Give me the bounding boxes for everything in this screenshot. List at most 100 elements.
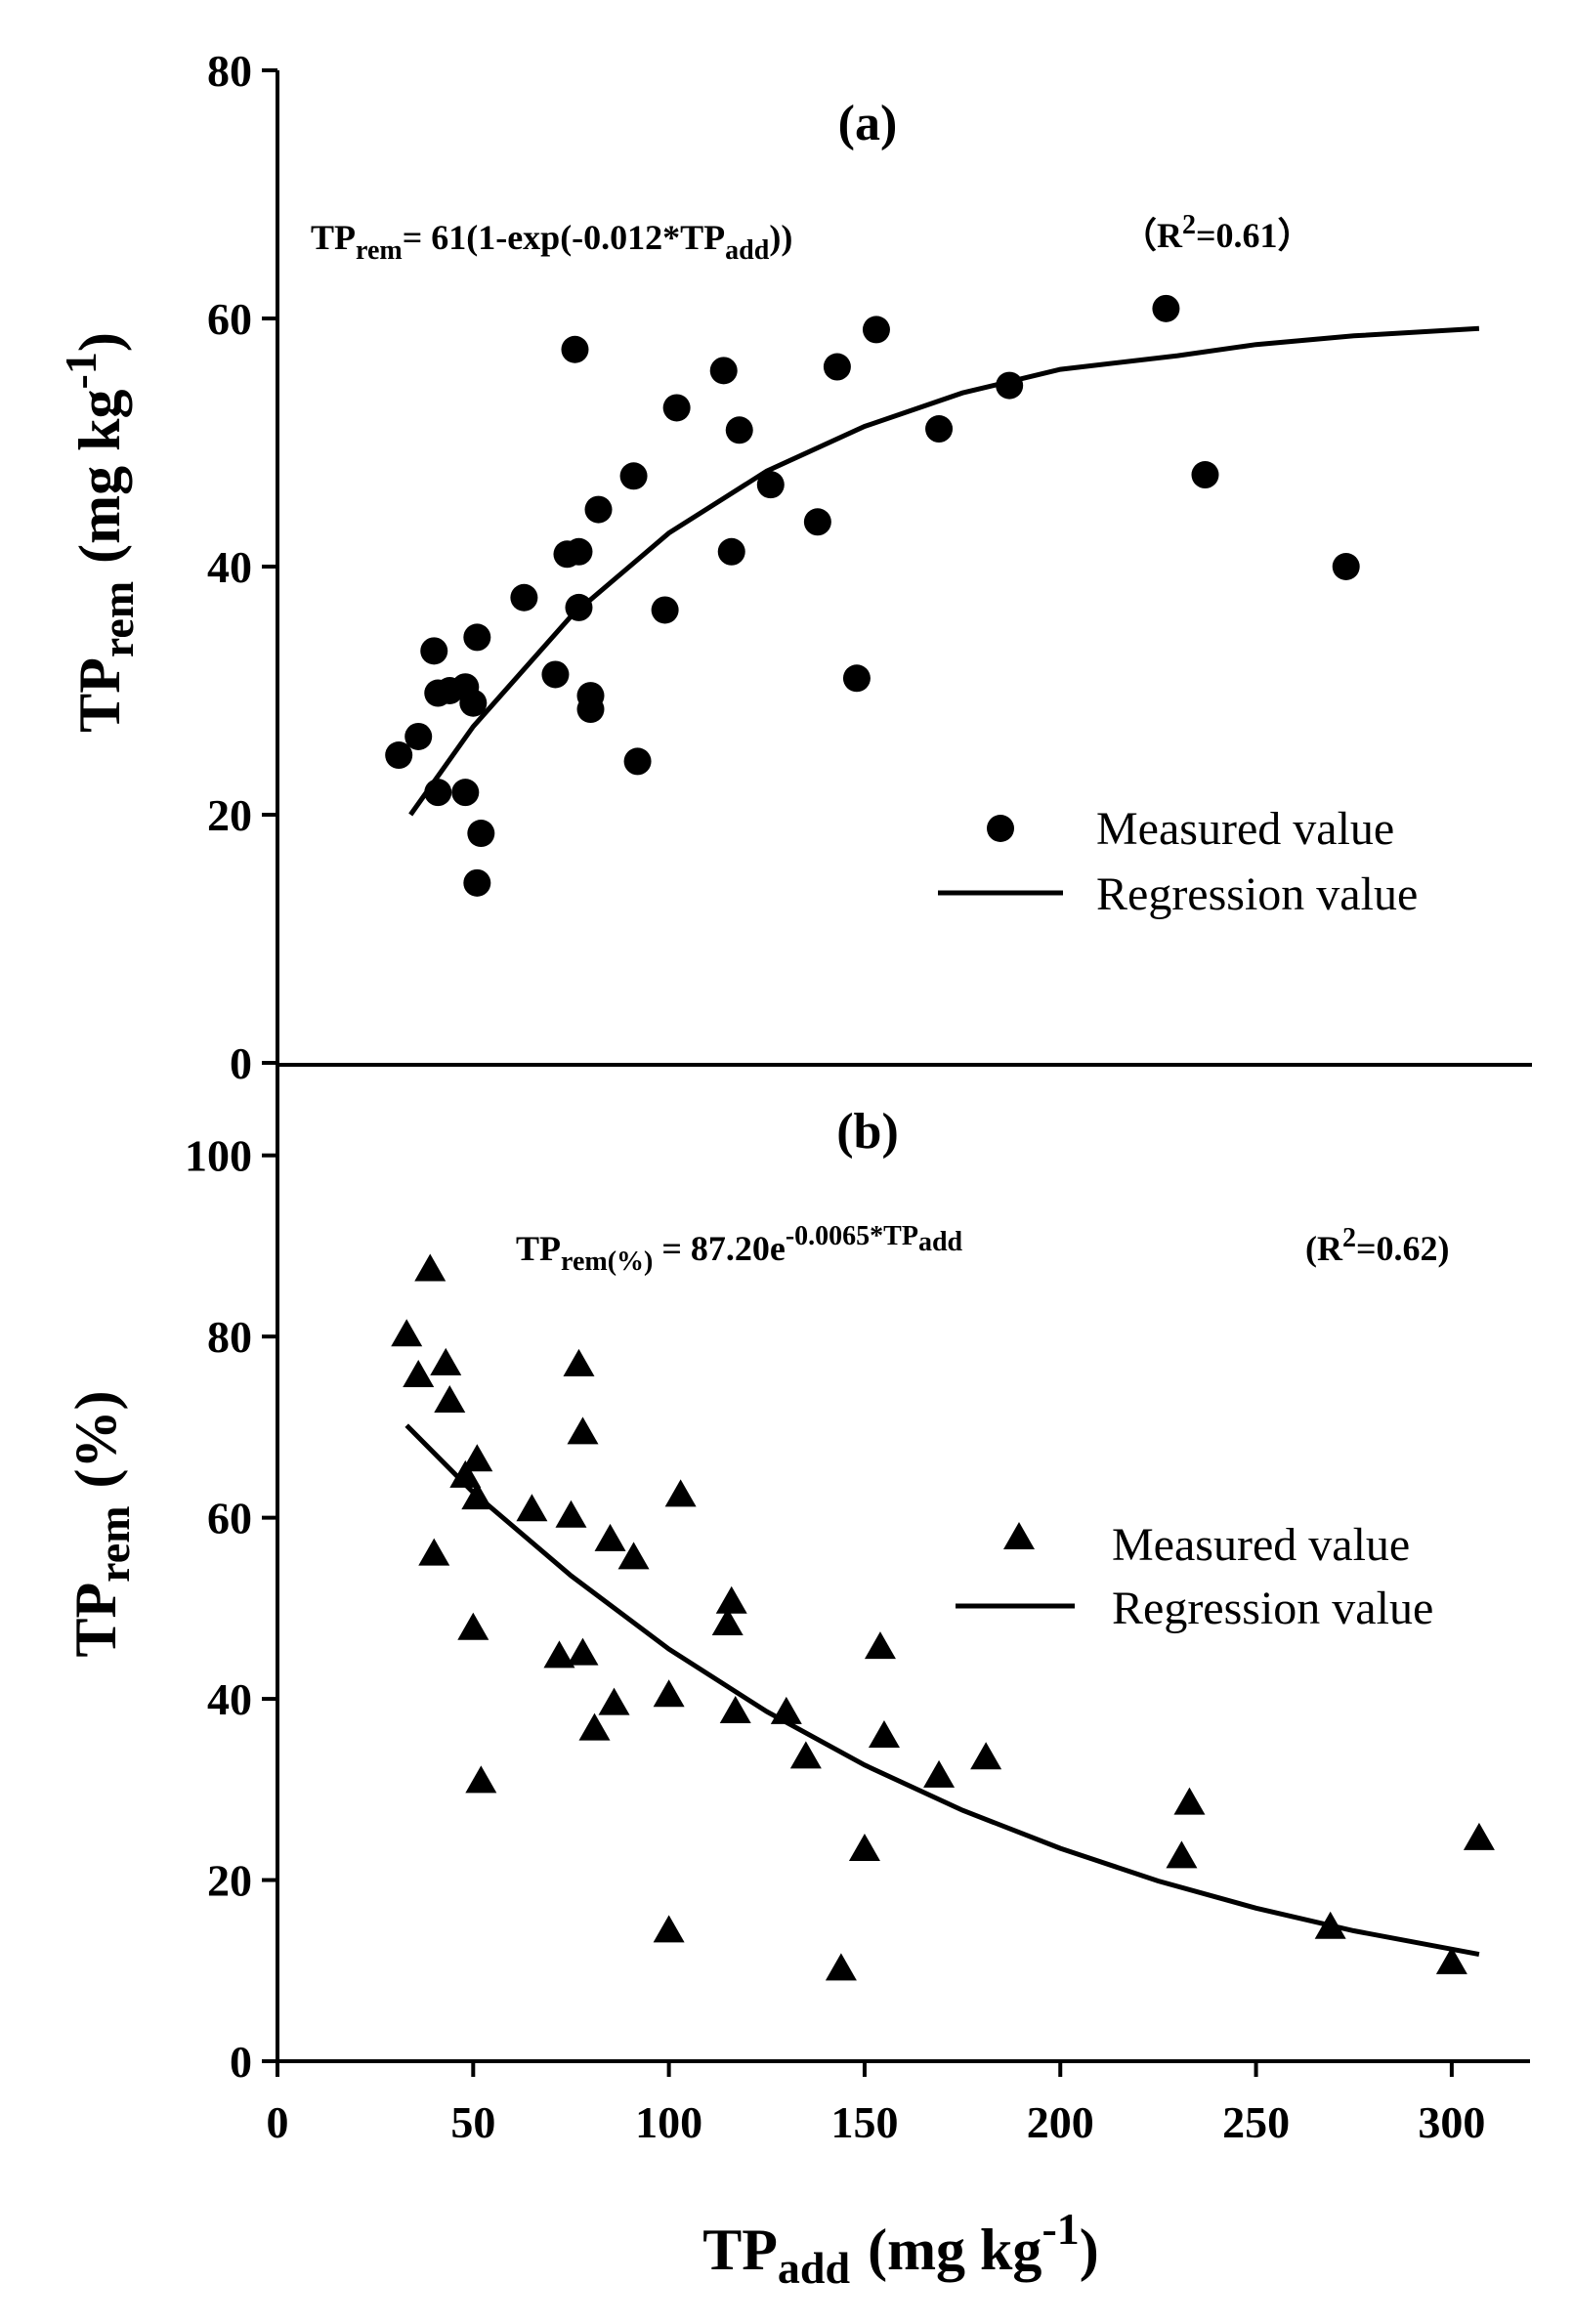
panel-b-measured-point <box>711 1608 744 1636</box>
panel-b-x-tick-label: 0 <box>267 2097 289 2147</box>
panel-b-y-label-unit: (%) <box>64 1391 128 1489</box>
panel-b-y-tick-label: 60 <box>207 1494 252 1543</box>
panel-a-measured-point <box>823 353 851 381</box>
panel-a-measured-point <box>1332 553 1360 580</box>
panel-a-measured-point <box>463 623 491 652</box>
panel-b-r2: (R2=0.62) <box>1305 1223 1450 1268</box>
panel-a-measured-point <box>1152 294 1180 322</box>
panel-a-measured-point <box>651 596 679 624</box>
panel-b-measured-point <box>825 1953 857 1981</box>
panel-a-y-label-main: TP <box>67 657 132 733</box>
panel-a-measured-point <box>725 416 753 444</box>
panel-a-measured-point <box>576 696 605 724</box>
panel-b-measured-point <box>563 1348 595 1376</box>
panel-b-measured-point <box>653 1679 685 1708</box>
panel-a-measured-point <box>463 868 491 897</box>
panel-a-measured-point <box>584 495 613 524</box>
panel-b-measured-point <box>465 1765 497 1794</box>
panel-b-y-tick-label: 20 <box>207 1856 252 1906</box>
panel-b-y-label-main: TP <box>64 1583 128 1658</box>
panel-a-eq-add-sub: add <box>725 235 770 266</box>
panel-a-legend-measured: Measured value <box>1096 803 1394 855</box>
panel-b-measured-point <box>970 1742 1002 1770</box>
panel-a-y-label: TPrem (mg kg-1) <box>56 332 143 733</box>
panel-b-measured-point <box>543 1640 575 1669</box>
panel-a-y-label-unit-sup: -1 <box>56 352 106 389</box>
panel-b-x-label-unit-close: ) <box>1080 2218 1099 2282</box>
panel-b-y-label: TPrem (%) <box>64 1391 139 1658</box>
panel-b-measured-point <box>719 1696 751 1723</box>
panel-b-measured-point <box>403 1359 435 1387</box>
panel-b-measured-point <box>1463 1822 1495 1850</box>
panel-a-r2: （R2=0.61） <box>1122 210 1313 255</box>
panel-a-r2-sup: 2 <box>1182 210 1196 240</box>
panel-b-measured-point <box>555 1500 587 1528</box>
panel-b-x-tick-label: 200 <box>1027 2097 1094 2147</box>
panel-a-measured-point <box>662 394 691 422</box>
panel-a-measured-point <box>803 508 831 536</box>
panel-b-legend-measured: Measured value <box>1112 1519 1410 1571</box>
panel-a-measured-point <box>467 820 495 848</box>
panel-b-measured-point <box>594 1523 626 1551</box>
panel-a-eq-body: = 61(1-exp(-0.012*TP <box>403 218 725 257</box>
panel-a-measured-point <box>404 722 433 750</box>
panel-b-measured-point <box>789 1741 822 1769</box>
panel-b-y-tick-label: 40 <box>207 1674 252 1724</box>
panel-b-measured-point <box>516 1494 548 1522</box>
panel-b-equation: TPrem(%) = 87.20e-0.0065*TPadd <box>516 1221 963 1277</box>
panel-a-label: (a) <box>838 96 898 151</box>
panel-a-measured-point <box>420 637 448 665</box>
panel-b-measured-point <box>664 1479 697 1507</box>
panel-b-y-label-sub: rem <box>89 1505 139 1582</box>
panel-b-measured-point <box>449 1459 482 1488</box>
panel-b-measured-point <box>430 1347 462 1375</box>
panel-b-x-tick-label: 50 <box>450 2097 495 2147</box>
panel-b-x-tick-label: 150 <box>830 2097 898 2147</box>
panel-b-measured-point <box>848 1833 880 1861</box>
panel-b-measured-point <box>567 1637 599 1666</box>
panel-a-y-label-unit: (mg kg <box>67 389 132 563</box>
panel-a-measured-point <box>862 316 890 344</box>
panel-b-measured-point <box>567 1416 599 1445</box>
panel-b-x-label-unit-sup: -1 <box>1042 2204 1079 2254</box>
panel-b-x-tick-label: 100 <box>635 2097 702 2147</box>
panel-a-y-tick-label: 0 <box>230 1038 252 1088</box>
panel-a-r2-pre: （R <box>1122 216 1183 255</box>
panel-a-y-tick-label: 20 <box>207 790 252 840</box>
panel-b-regression-line <box>404 1423 1480 1958</box>
panel-a-measured-point <box>756 471 785 499</box>
panel-a-measured-point <box>925 415 954 444</box>
panel-a-y-label-sub: rem <box>93 581 143 657</box>
panel-b-x-label-sub: add <box>778 2243 851 2293</box>
panel-a-measured-point <box>623 747 652 776</box>
panel-a-y-tick-label: 80 <box>207 46 252 96</box>
panel-a-legend-regression: Regression value <box>1096 868 1418 920</box>
panel-a-equation: TPrem= 61(1-exp(-0.012*TPadd)) <box>311 218 792 266</box>
panel-a-r2-post: =0.61） <box>1196 216 1313 255</box>
panel-b-x-tick-label: 300 <box>1418 2097 1485 2147</box>
panel-a-measured-point <box>717 537 745 566</box>
panel-a-measured-point <box>619 462 648 490</box>
panel-b-x-label: TPadd (mg kg-1) <box>702 2204 1099 2293</box>
panel-a-eq-lhs: TP <box>311 218 356 257</box>
panel-b-measured-point <box>1166 1840 1198 1869</box>
panel-a-measured-point <box>1191 461 1219 489</box>
panel-b-eq-body: = 87.20e <box>653 1229 786 1268</box>
panel-b-measured-point <box>457 1612 489 1640</box>
panel-b-measured-point <box>461 1444 493 1472</box>
panel-b-measured-point <box>598 1687 630 1715</box>
panel-b-measured-point <box>434 1384 466 1413</box>
panel-a-measured-point <box>451 779 480 807</box>
panel-b-measured-point <box>418 1538 450 1566</box>
panel-b-measured-point <box>653 1915 685 1943</box>
panel-b-x-label-unit: (mg kg <box>868 2218 1042 2282</box>
panel-b-r2-sup: 2 <box>1342 1223 1356 1253</box>
panel-a-measured-point <box>459 689 488 717</box>
panel-a-measured-point <box>709 357 738 385</box>
panel-b-measured-point <box>864 1631 896 1660</box>
panel-a-regression-line <box>408 325 1480 817</box>
panel-b-label: (b) <box>836 1104 899 1160</box>
